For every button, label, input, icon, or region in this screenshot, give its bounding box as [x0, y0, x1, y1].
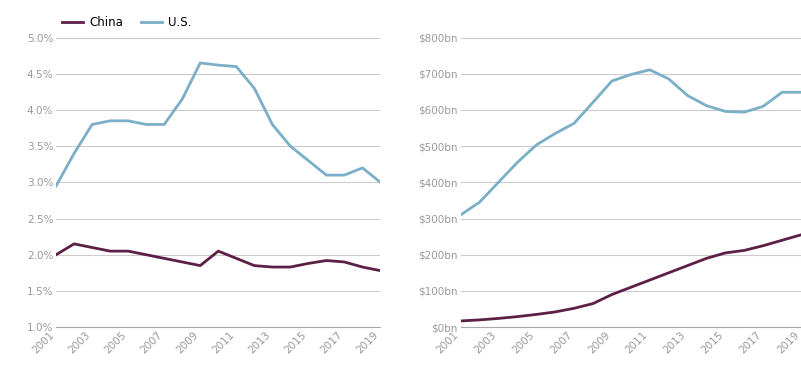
Legend: China, U.S.: China, U.S. [62, 16, 191, 29]
